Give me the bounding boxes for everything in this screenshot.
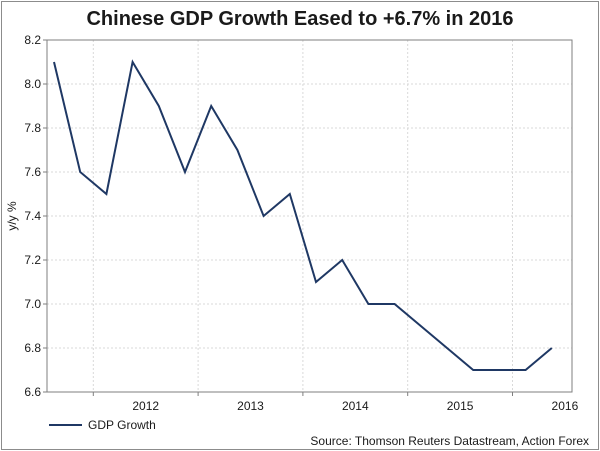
series-layer <box>53 59 553 371</box>
x-tick-label: 2012 <box>132 399 159 413</box>
y-tick-label: 8.0 <box>24 77 41 91</box>
x-axis-ticks: 2012 2013 2014 2015 2016 <box>92 392 579 413</box>
legend-label-gdp-growth: GDP Growth <box>88 418 156 432</box>
x-tick-label: 2013 <box>237 399 264 413</box>
y-axis-ticks: 6.6 6.8 7.0 7.2 7.4 7.6 7.8 8.0 8.2 <box>24 33 47 399</box>
y-tick-label: 6.6 <box>24 385 41 399</box>
grid <box>47 40 572 392</box>
y-tick-label: 8.2 <box>24 33 41 47</box>
y-tick-label: 7.4 <box>24 209 41 223</box>
series-line-gdp-growth <box>53 59 553 371</box>
y-axis-label: y/y % <box>5 201 19 231</box>
source-note: Source: Thomson Reuters Datastream, Acti… <box>310 434 589 448</box>
y-tick-label: 7.6 <box>24 165 41 179</box>
y-tick-label: 7.8 <box>24 121 41 135</box>
legend: GDP Growth <box>49 418 156 432</box>
y-tick-label: 7.2 <box>24 253 41 267</box>
x-tick-label: 2016 <box>552 399 579 413</box>
x-tick-label: 2015 <box>447 399 474 413</box>
x-tick-label: 2014 <box>342 399 369 413</box>
y-tick-label: 7.0 <box>24 297 41 311</box>
chart-title: Chinese GDP Growth Eased to +6.7% in 201… <box>86 8 513 30</box>
y-tick-label: 6.8 <box>24 341 41 355</box>
